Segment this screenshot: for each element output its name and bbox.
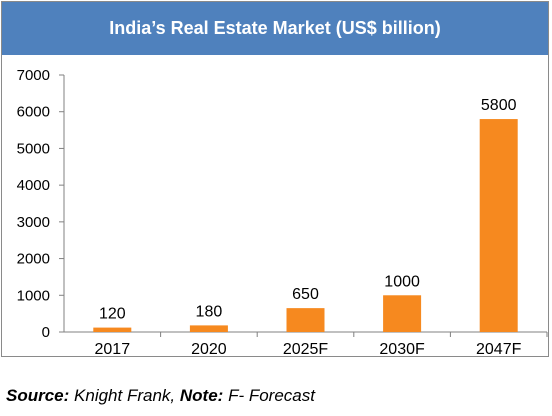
y-tick-label: 2000: [17, 251, 50, 268]
bar-2047f: [479, 119, 518, 332]
data-label: 5800: [481, 97, 517, 114]
source-note: Source: Knight Frank, Note: F- Forecast: [6, 386, 315, 406]
x-tick-label: 2025F: [283, 341, 329, 356]
bar-chart: 0 1000 2000 3000 4000 5000 6000 7000 120 2017 180 2…: [17, 67, 548, 356]
y-tick-label: 0: [42, 324, 50, 341]
bar-2020: [189, 325, 228, 332]
data-label: 1000: [384, 273, 420, 290]
source-value: Knight Frank,: [74, 386, 176, 405]
y-tick-label: 3000: [17, 214, 50, 231]
bar-2017: [93, 327, 132, 332]
data-label: 120: [99, 306, 126, 323]
bar-2030f: [383, 295, 422, 332]
note-label: Note:: [179, 386, 224, 405]
bar-2025f: [286, 308, 325, 332]
data-label: 650: [292, 286, 319, 303]
x-tick-label: 2030F: [379, 341, 425, 356]
y-tick-label: 1000: [17, 287, 50, 304]
y-tick-label: 5000: [17, 140, 50, 157]
chart-title: India’s Real Estate Market (US$ billion): [109, 18, 441, 38]
chart-frame: India’s Real Estate Market (US$ billion)…: [1, 1, 549, 357]
x-tick-label: 2047F: [476, 341, 522, 356]
y-tick-label: 7000: [17, 67, 50, 84]
chart-title-bar: India’s Real Estate Market (US$ billion): [2, 2, 548, 55]
data-label: 180: [196, 303, 223, 320]
note-value: F- Forecast: [228, 386, 315, 405]
x-tick-label: 2017: [95, 341, 131, 356]
y-tick-label: 4000: [17, 177, 50, 194]
x-tick-label: 2020: [191, 341, 227, 356]
y-tick-label: 6000: [17, 104, 50, 121]
source-label: Source:: [6, 386, 70, 405]
